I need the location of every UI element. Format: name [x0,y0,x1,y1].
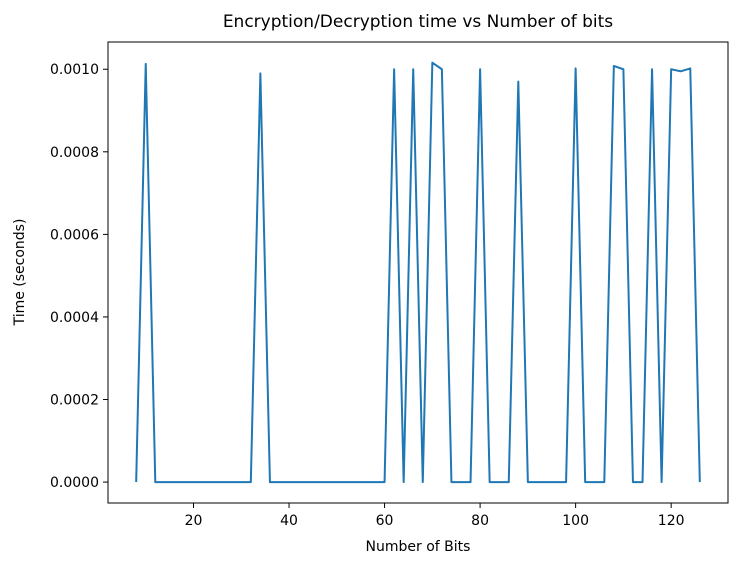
x-tick-label: 100 [562,513,589,529]
x-tick-label: 20 [185,513,203,529]
x-tick-label: 40 [280,513,298,529]
x-axis: 20 40 60 80 100 120 [185,503,685,529]
series-line [135,61,701,484]
y-tick-label: 0.0004 [50,310,99,326]
chart-title: Encryption/Decryption time vs Number of … [223,12,613,32]
y-axis: 0.0000 0.0002 0.0004 0.0006 0.0008 0.0010 [50,62,108,491]
y-tick-label: 0.0006 [50,227,99,243]
x-axis-label: Number of Bits [366,539,471,555]
y-tick-label: 0.0010 [50,62,99,78]
plot-area [135,61,701,484]
axes-frame [107,41,729,504]
y-tick-label: 0.0002 [50,393,99,409]
y-tick-label: 0.0000 [50,475,99,491]
x-tick-label: 60 [376,513,394,529]
x-tick-label: 80 [471,513,489,529]
y-axis-label: Time (seconds) [12,219,28,327]
x-tick-label: 120 [658,513,685,529]
y-tick-label: 0.0008 [50,145,99,161]
